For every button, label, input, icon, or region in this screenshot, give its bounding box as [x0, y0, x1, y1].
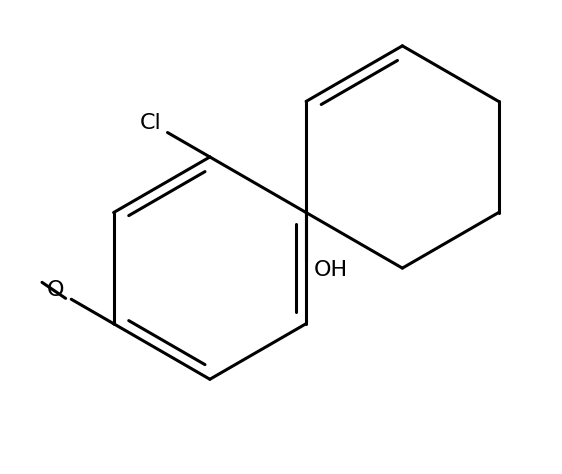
Text: O: O [47, 280, 65, 301]
Text: OH: OH [314, 260, 348, 280]
Text: Cl: Cl [140, 113, 161, 133]
